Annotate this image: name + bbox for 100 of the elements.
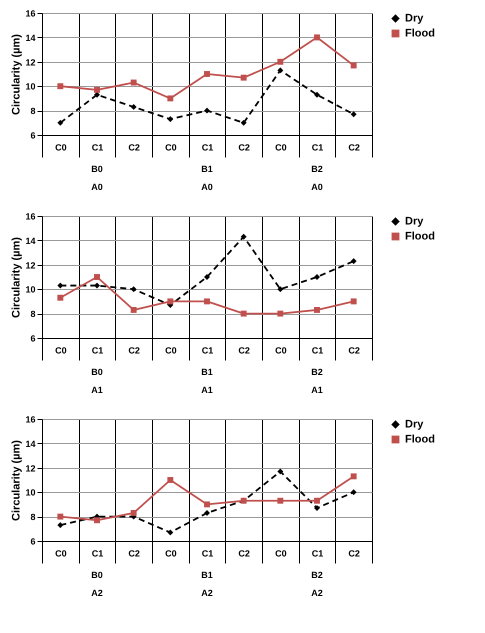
point <box>314 92 320 98</box>
point <box>204 298 210 304</box>
y-tick-label: 6 <box>30 130 36 140</box>
point <box>204 108 210 114</box>
point <box>350 258 357 264</box>
y-tick-label: 14 <box>25 32 36 43</box>
y-tick-label: 12 <box>25 260 36 270</box>
legend-label: Dry <box>405 216 424 228</box>
y-axis-title: Circularity (µm) <box>10 440 22 521</box>
point <box>240 234 247 240</box>
y-axis-title: Circularity (µm) <box>10 34 22 115</box>
x-tick-label: C1 <box>92 142 104 152</box>
point <box>130 306 137 313</box>
x-tick-label: C2 <box>128 346 140 356</box>
point <box>57 294 64 301</box>
y-tick-label: 14 <box>25 438 36 449</box>
y-tick-label: 8 <box>30 309 36 320</box>
x-tick-label: C1 <box>202 346 214 356</box>
point <box>167 116 174 122</box>
point <box>130 286 137 292</box>
text: B1 <box>201 570 213 580</box>
point <box>350 62 357 68</box>
text: A1 <box>201 385 213 395</box>
legend-label: Flood <box>405 434 435 446</box>
point <box>277 498 284 504</box>
x-tick-label: C0 <box>275 548 287 558</box>
y-axis-title: Circularity (µm) <box>10 236 22 318</box>
y-tick-label: 8 <box>30 512 36 522</box>
legend-label: Dry <box>405 418 424 430</box>
point <box>314 505 320 512</box>
text: B1 <box>201 164 213 174</box>
point <box>350 111 357 118</box>
point <box>57 514 64 520</box>
x-tick-label: C0 <box>165 142 177 152</box>
point <box>57 120 64 126</box>
x-tick-label: C1 <box>202 142 214 152</box>
x-tick-label: C2 <box>238 142 250 152</box>
y-tick-label: 12 <box>25 57 36 68</box>
x-tick-label: C2 <box>128 548 140 558</box>
legend-label: Dry <box>405 12 424 24</box>
point <box>314 34 320 40</box>
x-tick-label: C2 <box>348 142 360 152</box>
point <box>314 306 320 313</box>
x-tick-label: C0 <box>55 142 67 152</box>
point <box>94 517 100 524</box>
x-tick-label: C2 <box>238 346 250 356</box>
x-tick-label: C1 <box>92 548 104 558</box>
text: A2 <box>311 588 323 598</box>
point <box>350 473 357 480</box>
point <box>57 282 64 288</box>
x-tick-label: C2 <box>238 548 250 558</box>
text: A1 <box>91 385 103 395</box>
x-tick-label: C0 <box>275 346 287 356</box>
legend-label: Flood <box>405 28 435 40</box>
point <box>94 86 100 93</box>
y-tick-label: 14 <box>25 236 36 246</box>
point <box>240 74 247 81</box>
text: B0 <box>91 570 103 580</box>
text: B1 <box>201 367 213 377</box>
x-tick-label: C1 <box>312 142 324 152</box>
text: B2 <box>311 164 323 174</box>
text: A2 <box>201 588 213 598</box>
x-tick-label: C0 <box>55 346 67 356</box>
point <box>204 71 210 77</box>
y-tick-label: 16 <box>25 8 36 18</box>
x-tick-label: C1 <box>312 346 324 356</box>
y-tick-label: 10 <box>25 488 36 498</box>
y-tick-label: 10 <box>25 284 36 295</box>
text: A1 <box>311 385 323 395</box>
point <box>240 120 247 126</box>
text: B2 <box>311 367 323 377</box>
x-tick-label: C1 <box>92 346 104 356</box>
text: B2 <box>311 570 323 580</box>
x-tick-label: C0 <box>275 142 287 152</box>
point <box>350 489 357 496</box>
x-tick-label: C2 <box>128 142 140 152</box>
point <box>94 274 100 280</box>
x-tick-label: C1 <box>312 548 324 558</box>
point <box>204 501 210 508</box>
point <box>130 104 137 110</box>
text: A0 <box>201 182 213 192</box>
y-tick-label: 6 <box>30 536 36 546</box>
x-tick-label: C1 <box>202 548 214 558</box>
point <box>57 522 64 528</box>
point <box>167 530 174 536</box>
legend-label: Flood <box>405 230 435 242</box>
point <box>204 510 210 516</box>
x-tick-label: C0 <box>165 346 177 356</box>
point <box>167 95 174 102</box>
x-tick-label: C2 <box>348 548 360 558</box>
y-tick-label: 8 <box>30 106 36 116</box>
point <box>277 286 284 292</box>
point <box>277 58 284 65</box>
point <box>314 498 320 504</box>
text: A2 <box>91 588 103 598</box>
point <box>130 510 137 516</box>
x-tick-label: C0 <box>165 548 177 558</box>
text: B0 <box>91 367 103 377</box>
y-tick-label: 16 <box>25 414 36 424</box>
point <box>277 310 284 317</box>
